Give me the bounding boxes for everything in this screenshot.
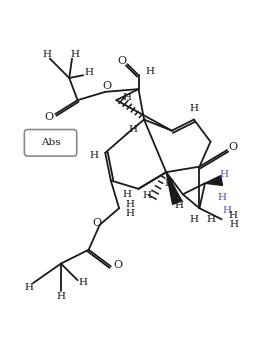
Text: H: H	[174, 201, 183, 210]
Text: O: O	[93, 218, 101, 229]
Text: O: O	[113, 260, 122, 270]
Text: H: H	[142, 191, 151, 200]
Text: Abs: Abs	[41, 138, 60, 147]
Text: H: H	[126, 200, 135, 209]
Text: H: H	[57, 292, 65, 301]
Text: H: H	[189, 104, 198, 113]
Text: H: H	[206, 215, 215, 224]
Polygon shape	[205, 175, 222, 186]
Text: H: H	[230, 220, 238, 229]
Text: H: H	[220, 170, 229, 179]
Text: H: H	[90, 151, 99, 160]
Text: H: H	[79, 278, 88, 287]
Text: O: O	[102, 81, 111, 91]
Text: H: H	[228, 210, 237, 219]
Text: H: H	[145, 66, 154, 75]
Text: O: O	[117, 56, 126, 66]
Text: H: H	[70, 50, 79, 59]
Text: H: H	[123, 93, 132, 102]
Text: H: H	[126, 209, 135, 218]
Text: H: H	[223, 206, 232, 216]
Text: H: H	[189, 215, 198, 224]
Text: H: H	[43, 50, 52, 59]
Polygon shape	[166, 172, 182, 204]
Text: H: H	[84, 68, 93, 77]
FancyBboxPatch shape	[24, 130, 77, 156]
Text: O: O	[228, 142, 237, 152]
Text: H: H	[165, 179, 173, 188]
Text: H: H	[123, 190, 132, 199]
Text: O: O	[44, 112, 53, 122]
Text: H: H	[25, 283, 34, 292]
Text: H: H	[129, 125, 137, 134]
Text: H: H	[217, 193, 226, 202]
